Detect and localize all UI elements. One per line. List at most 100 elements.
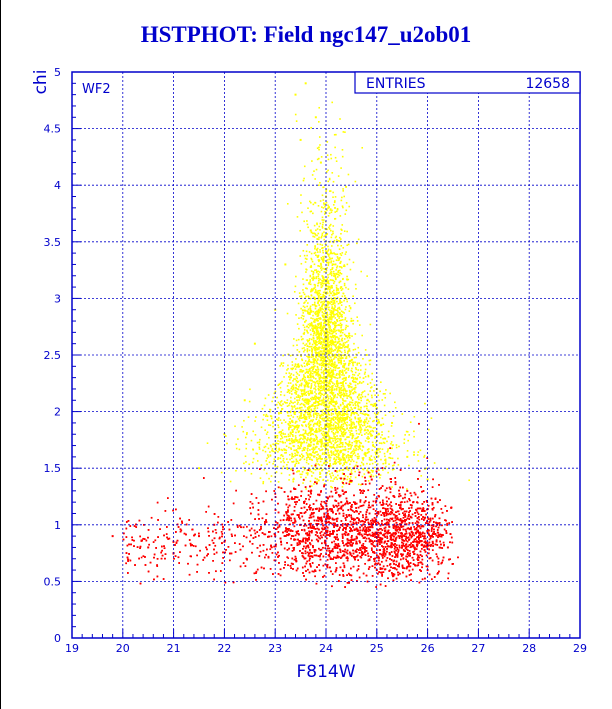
yellow-point — [358, 447, 361, 449]
yellow-point — [322, 295, 325, 297]
yellow-point — [337, 289, 340, 291]
yellow-point — [303, 254, 306, 257]
yellow-point — [354, 476, 357, 479]
yellow-point — [315, 360, 318, 363]
yellow-point — [332, 204, 335, 206]
yellow-point — [324, 363, 327, 365]
yellow-point — [317, 314, 320, 316]
yellow-point — [314, 344, 317, 346]
yellow-point — [386, 440, 388, 443]
yellow-point — [319, 350, 322, 352]
yellow-point — [341, 339, 343, 342]
yellow-point — [369, 417, 371, 420]
red-point — [340, 501, 343, 504]
yellow-point — [320, 323, 322, 326]
yellow-point — [312, 425, 315, 427]
yellow-point — [324, 349, 327, 351]
yellow-point — [322, 251, 324, 254]
yellow-point — [313, 330, 316, 333]
yellow-point — [351, 401, 354, 404]
yellow-point — [344, 334, 347, 337]
yellow-point — [340, 344, 342, 346]
yellow-point — [339, 438, 342, 441]
yellow-point — [341, 229, 343, 231]
yellow-point — [324, 243, 327, 245]
yellow-point — [322, 327, 325, 329]
yellow-point — [406, 450, 409, 452]
yellow-point — [282, 457, 285, 460]
yellow-point — [345, 286, 347, 289]
yellow-point — [330, 329, 333, 331]
yellow-point — [302, 435, 305, 438]
yellow-point — [355, 439, 358, 442]
yellow-point — [331, 365, 334, 367]
yellow-point — [330, 261, 332, 264]
yellow-point — [273, 392, 276, 395]
yellow-point — [331, 375, 334, 377]
yellow-point — [353, 440, 356, 443]
yellow-point — [351, 454, 353, 457]
yellow-point — [331, 430, 333, 433]
yellow-point — [355, 432, 358, 435]
yellow-point — [256, 460, 259, 462]
yellow-point — [325, 342, 327, 345]
yellow-point — [319, 317, 321, 319]
yellow-point — [328, 261, 330, 264]
yellow-point — [315, 369, 318, 372]
yellow-point — [331, 340, 334, 343]
yellow-point — [331, 427, 334, 430]
yellow-point — [275, 442, 277, 445]
yellow-point — [288, 446, 290, 449]
yellow-point — [327, 342, 329, 344]
yellow-point — [367, 433, 370, 435]
yellow-point — [325, 369, 327, 371]
yellow-point — [318, 225, 321, 228]
yellow-point — [287, 439, 290, 442]
yellow-point — [293, 441, 296, 444]
yellow-point — [319, 415, 322, 417]
yellow-point — [289, 354, 292, 357]
yellow-point — [241, 426, 243, 428]
yellow-point — [327, 363, 329, 365]
yellow-point — [360, 429, 362, 431]
yellow-point — [329, 252, 332, 255]
yellow-point — [315, 310, 318, 313]
yellow-point — [308, 382, 310, 384]
yellow-point — [309, 297, 312, 300]
yellow-point — [381, 417, 384, 420]
yellow-point — [366, 422, 369, 425]
yellow-point — [343, 467, 346, 470]
yellow-point — [344, 213, 347, 215]
yellow-point — [358, 382, 361, 384]
yellow-point — [284, 402, 287, 404]
yellow-point — [339, 426, 342, 428]
yellow-point — [377, 419, 380, 421]
yellow-point — [337, 273, 339, 276]
yellow-point — [332, 312, 335, 314]
yellow-point — [319, 449, 321, 452]
yellow-point — [359, 381, 361, 383]
yellow-point — [328, 441, 331, 443]
yellow-point — [316, 468, 318, 470]
yellow-point — [327, 300, 330, 303]
yellow-point — [304, 447, 307, 449]
yellow-point — [302, 342, 305, 345]
yellow-point — [381, 448, 384, 451]
yellow-point — [326, 287, 329, 290]
yellow-point — [341, 196, 343, 199]
yellow-point — [318, 355, 321, 358]
yellow-point — [332, 230, 334, 233]
yellow-point — [307, 302, 309, 304]
yellow-point — [328, 428, 330, 430]
yellow-point — [291, 460, 293, 463]
yellow-point — [308, 443, 311, 446]
yellow-point — [269, 424, 272, 427]
yellow-point — [321, 376, 323, 379]
yellow-point — [393, 468, 395, 470]
yellow-point — [359, 409, 362, 411]
yellow-point — [324, 338, 327, 340]
yellow-point — [424, 402, 426, 405]
yellow-point — [270, 445, 272, 448]
yellow-point — [307, 392, 310, 395]
yellow-point — [280, 435, 283, 437]
